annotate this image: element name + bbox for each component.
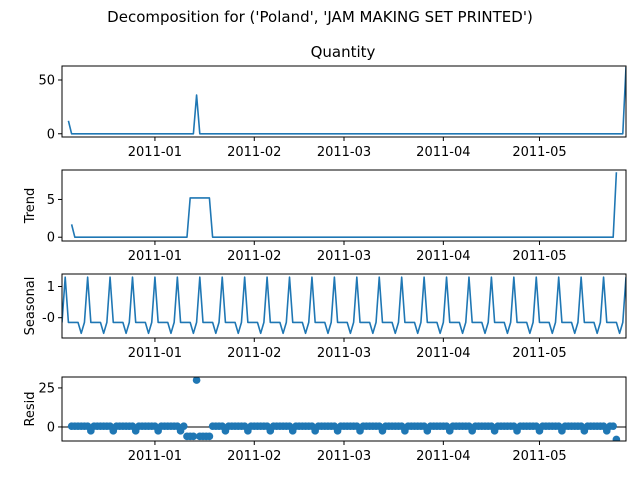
panel-4: 0 25 2011-01 2011-02 2011-03 2011-04 2011-05 Re… <box>23 376 627 464</box>
y-tick-label: 0 <box>47 231 55 246</box>
y-axis-label: Seasonal <box>23 277 38 336</box>
x-tick-label: 2011-03 <box>317 346 371 361</box>
resid-point <box>609 422 617 430</box>
x-tick-label: 2011-01 <box>128 145 182 160</box>
axes-frame <box>61 169 627 242</box>
x-tick-label: 2011-03 <box>317 249 371 264</box>
resid-point <box>179 422 188 430</box>
y-tick-label: 0 <box>47 127 55 142</box>
y-tick-label: 5 <box>47 193 55 208</box>
x-tick-label: 2011-04 <box>416 145 470 160</box>
x-tick-label: 2011-04 <box>416 346 470 361</box>
y-tick-label: 1 <box>47 280 55 295</box>
x-tick-label: 2011-02 <box>227 145 281 160</box>
figure-suptitle: Decomposition for ('Poland', 'JAM MAKING… <box>107 8 533 26</box>
x-tick-label: 2011-03 <box>317 449 371 464</box>
x-tick-label: 2011-01 <box>128 346 182 361</box>
x-tick-label: 2011-04 <box>416 249 470 264</box>
y-tick-label: 50 <box>38 73 55 88</box>
panel-3: -0 1 2011-01 2011-02 2011-03 2011-04 2011-05 Se… <box>23 273 627 361</box>
data-layer <box>62 377 626 441</box>
data-layer <box>62 276 626 335</box>
x-tick-label: 2011-02 <box>227 449 281 464</box>
panel-2: 0 5 2011-01 2011-02 2011-03 2011-04 2011-05 Tre… <box>23 169 627 264</box>
resid-point <box>192 377 201 384</box>
series-line <box>67 67 626 135</box>
y-axis-label: Trend <box>23 188 38 225</box>
axes-frame <box>61 65 627 138</box>
quantity-panel-title: Quantity <box>311 43 376 61</box>
x-tick-label: 2011-03 <box>317 145 371 160</box>
y-axis-label: Resid <box>23 391 38 426</box>
data-layer <box>67 67 626 135</box>
y-tick-label: 0 <box>47 420 55 435</box>
x-tick-label: 2011-04 <box>416 449 470 464</box>
resid-point <box>205 432 214 441</box>
x-tick-label: 2011-05 <box>512 449 566 464</box>
panel-1: 0 50 2011-01 2011-02 2011-03 2011-04 2011-05 <box>38 65 627 160</box>
series-line <box>62 276 626 335</box>
x-tick-label: 2011-05 <box>512 249 566 264</box>
series-line <box>70 172 618 239</box>
y-tick-label: -0 <box>42 311 55 326</box>
resid-point <box>612 435 621 441</box>
x-tick-label: 2011-01 <box>128 449 182 464</box>
x-tick-label: 2011-05 <box>512 145 566 160</box>
x-tick-label: 2011-02 <box>227 249 281 264</box>
data-layer <box>70 172 618 239</box>
y-tick-label: 25 <box>38 381 55 396</box>
x-tick-label: 2011-02 <box>227 346 281 361</box>
x-tick-label: 2011-05 <box>512 346 566 361</box>
resid-point <box>189 432 198 441</box>
x-tick-label: 2011-01 <box>128 249 182 264</box>
